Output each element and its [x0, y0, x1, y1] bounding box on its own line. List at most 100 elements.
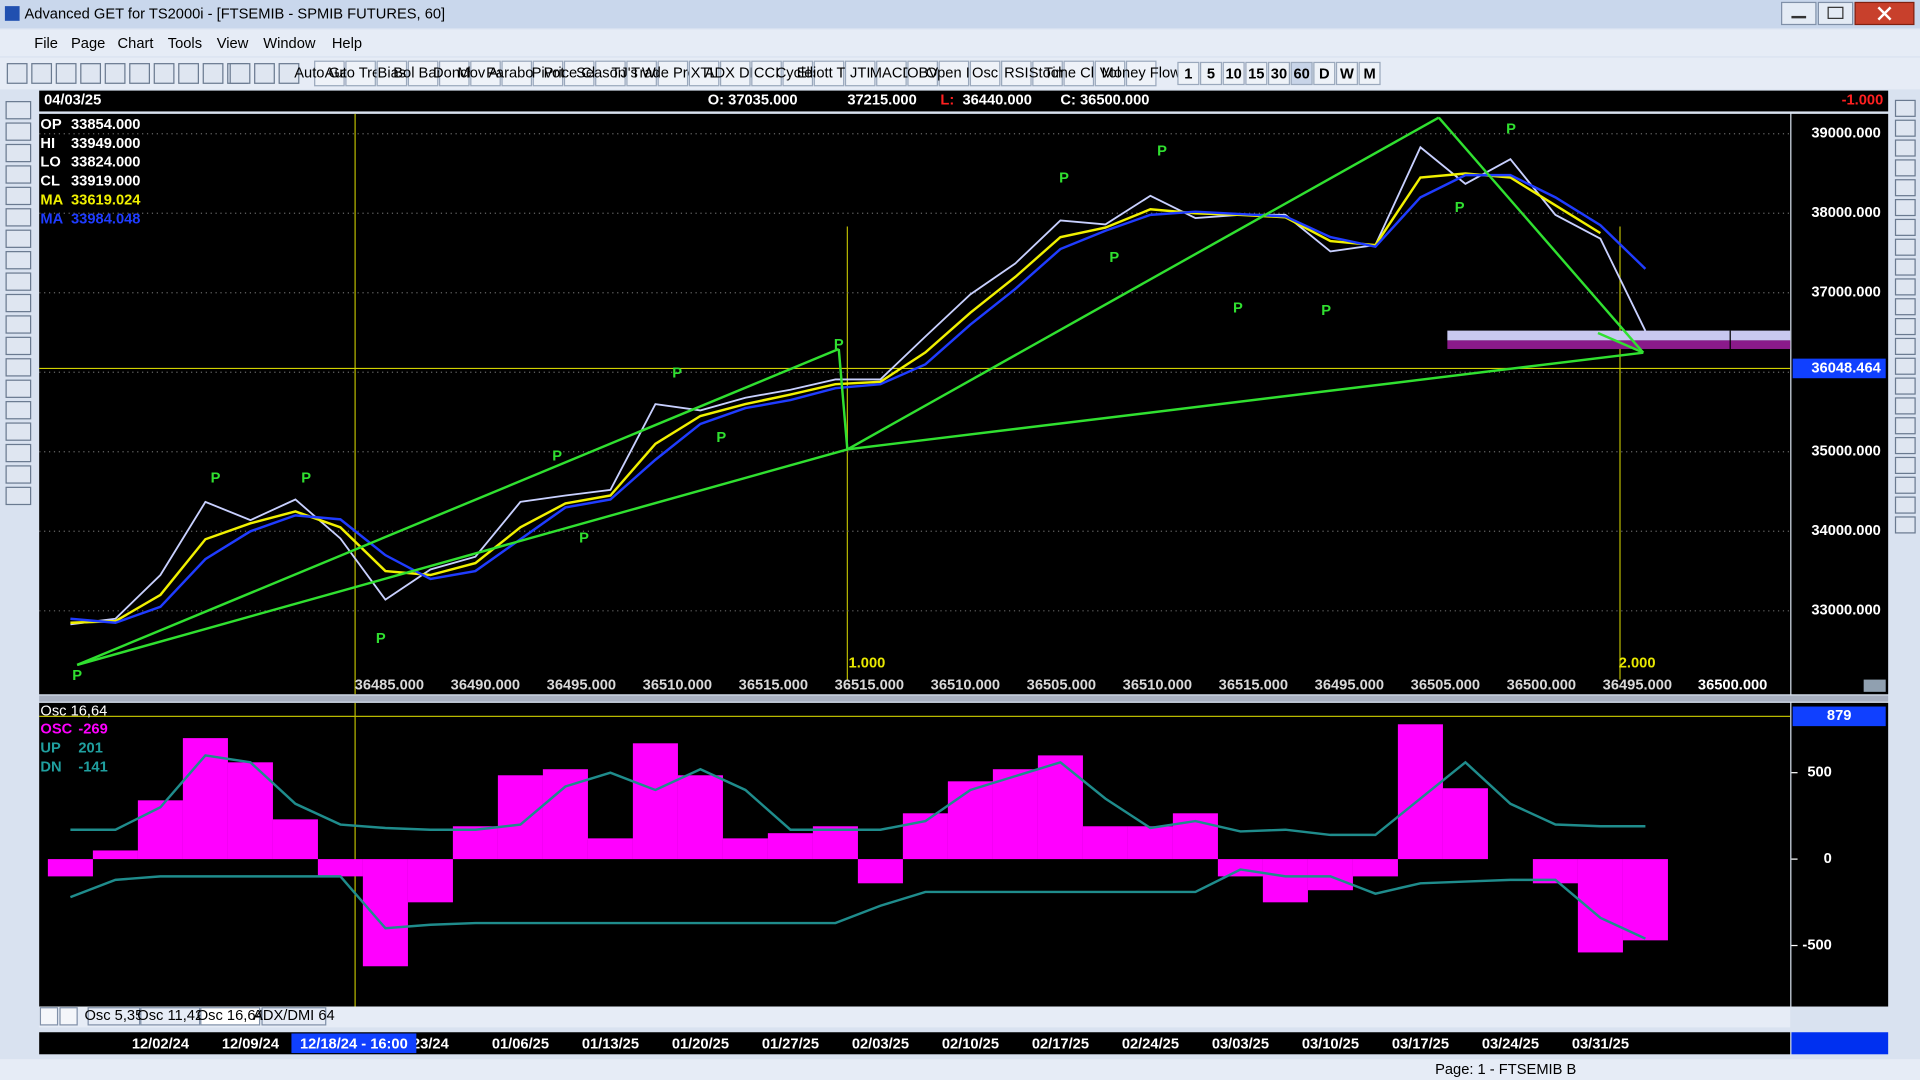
toolbar-button[interactable]	[876, 60, 907, 87]
tool-icon[interactable]	[5, 229, 32, 248]
toolbar-button-label[interactable]: ADX DMI	[705, 65, 766, 81]
toolbar-button-label[interactable]: Cycles	[776, 65, 820, 81]
toolbar-button-label[interactable]: Osc	[972, 65, 998, 81]
toolbar-button[interactable]	[470, 60, 501, 87]
tool-icon[interactable]	[1894, 198, 1916, 217]
toolbar-button-label[interactable]: MACD	[870, 65, 913, 81]
tool-icon[interactable]	[5, 208, 32, 227]
window-controls[interactable]	[1781, 1, 1915, 26]
tab[interactable]	[87, 1007, 141, 1026]
toolbar-button-label[interactable]: TJ's Web	[611, 65, 671, 81]
tool-icon[interactable]	[1894, 377, 1916, 395]
toolbar-button-label[interactable]: CCI	[754, 65, 779, 81]
period-button[interactable]	[1358, 61, 1381, 86]
tool-icon[interactable]	[1894, 99, 1916, 117]
tool-icon[interactable]	[55, 63, 77, 84]
tool-icon[interactable]	[1894, 179, 1916, 197]
tool-icon[interactable]	[129, 63, 150, 84]
period-button[interactable]	[1245, 61, 1268, 86]
tool-icon[interactable]	[178, 63, 199, 84]
toolbar-button[interactable]	[314, 60, 345, 87]
period-label[interactable]: M	[1363, 67, 1375, 83]
tool-icon[interactable]	[1894, 119, 1916, 137]
toolbar-button[interactable]	[688, 60, 720, 87]
tab[interactable]	[261, 1007, 327, 1026]
period-label[interactable]: 5	[1207, 67, 1215, 83]
tab[interactable]	[200, 1007, 261, 1026]
tool-icon[interactable]	[1894, 476, 1916, 494]
tool-icon[interactable]	[5, 122, 32, 141]
toolbar-button-label[interactable]: Pivot	[532, 65, 565, 81]
tool-icon[interactable]	[5, 358, 32, 377]
tool-icon[interactable]	[1894, 437, 1916, 455]
toolbar-button-label[interactable]: Bias	[378, 65, 407, 81]
toolbar-button[interactable]	[345, 60, 376, 87]
toolbar-button[interactable]	[407, 60, 439, 87]
toolbar-button[interactable]	[907, 60, 938, 87]
toolbar-button-label[interactable]: JTI	[850, 65, 870, 81]
period-button[interactable]	[1335, 61, 1358, 86]
tool-icon[interactable]	[1894, 159, 1916, 177]
toolbar-button-label[interactable]: Money Flow	[1102, 65, 1182, 81]
tool-icon[interactable]	[5, 379, 32, 398]
tool-icon[interactable]	[1894, 397, 1916, 415]
toolbar-button[interactable]	[938, 60, 970, 87]
menu-item[interactable]: Page	[71, 36, 105, 52]
tool-icon[interactable]	[202, 63, 224, 84]
period-label[interactable]: 1	[1184, 67, 1192, 83]
toolbar-button-label[interactable]: XTL	[691, 65, 718, 81]
tab-arrow[interactable]	[59, 1007, 78, 1026]
tool-icon[interactable]	[5, 486, 32, 506]
toolbar-button[interactable]	[376, 60, 408, 87]
tool-icon[interactable]	[254, 63, 275, 84]
tool-icon[interactable]	[1894, 496, 1916, 514]
tool-icon[interactable]	[31, 63, 53, 84]
menu-item[interactable]: Help	[332, 36, 362, 52]
minimize-button[interactable]	[1781, 1, 1817, 26]
toolbar-button[interactable]	[844, 60, 876, 87]
toolbar-button-label[interactable]: OBV	[907, 65, 938, 81]
toolbar-button[interactable]	[626, 60, 657, 87]
tool-icon[interactable]	[153, 63, 175, 84]
menu-item[interactable]: Tools	[168, 36, 202, 52]
tab-label[interactable]: Osc 5,35	[84, 1008, 143, 1024]
toolbar-button[interactable]	[1094, 60, 1126, 87]
tool-icon[interactable]	[5, 293, 32, 313]
tool-icon[interactable]	[5, 443, 32, 463]
tool-icon[interactable]	[5, 186, 32, 206]
toolbar-button[interactable]	[657, 60, 689, 87]
tab[interactable]	[140, 1007, 201, 1026]
tab-label[interactable]: Osc 16,64	[197, 1008, 264, 1024]
period-button[interactable]	[1267, 61, 1290, 86]
tool-icon[interactable]	[229, 63, 251, 84]
toolbar-button-label[interactable]: Bol Band	[393, 65, 453, 81]
menu-item[interactable]: View	[217, 36, 249, 52]
tool-icon[interactable]	[1894, 278, 1916, 296]
toolbar-button-label[interactable]: Stoch	[1029, 65, 1067, 81]
tool-icon[interactable]	[1894, 337, 1916, 355]
period-label[interactable]: 60	[1293, 67, 1309, 83]
toolbar-button[interactable]	[782, 60, 814, 87]
tool-icon[interactable]	[1894, 258, 1916, 276]
period-button[interactable]	[1177, 61, 1200, 86]
period-label[interactable]: 10	[1226, 67, 1242, 83]
tool-icon[interactable]	[5, 143, 32, 163]
tab-arrow[interactable]	[39, 1007, 59, 1026]
tool-icon[interactable]	[1894, 298, 1916, 316]
tool-icon[interactable]	[1894, 238, 1916, 256]
tab-label[interactable]: ADX/DMI 64	[253, 1008, 335, 1024]
tool-icon[interactable]	[5, 422, 32, 441]
toolbar-button-label[interactable]: Donch	[433, 65, 475, 81]
tool-icon[interactable]	[5, 272, 32, 291]
tool-icon[interactable]	[5, 251, 32, 270]
tool-icon[interactable]	[5, 315, 32, 334]
maximize-button[interactable]	[1817, 1, 1854, 26]
toolbar-button[interactable]	[1125, 60, 1157, 87]
tool-icon[interactable]	[1894, 318, 1916, 336]
tool-icon[interactable]	[5, 165, 32, 184]
tool-icon[interactable]	[80, 63, 102, 84]
period-label[interactable]: 30	[1271, 67, 1287, 83]
period-label[interactable]: D	[1319, 67, 1330, 83]
toolbar-button[interactable]	[969, 60, 1001, 87]
toolbar-button[interactable]	[563, 60, 595, 87]
